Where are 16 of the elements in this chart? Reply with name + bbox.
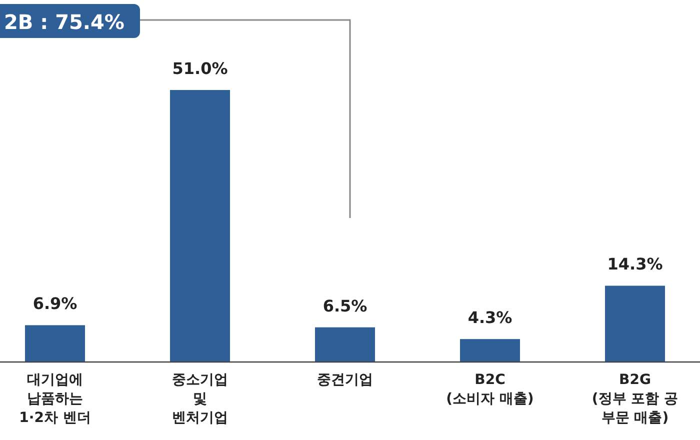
bar — [170, 90, 230, 362]
x-tick-label: B2C (소비자 매출) — [446, 372, 534, 407]
data-label: 51.0% — [172, 59, 228, 78]
bar — [605, 286, 665, 362]
data-label: 4.3% — [468, 308, 512, 328]
x-tick-label: B2G (정부 포함 공 부문 매출) — [592, 372, 678, 426]
text: 2B : 75.4% — [4, 10, 124, 34]
x-tick-label: 중견기업 — [317, 372, 373, 388]
data-label: 14.3% — [607, 254, 663, 274]
bar — [315, 327, 375, 362]
x-tick-label: 대기업에 납품하는 1·2차 벤더 — [19, 372, 91, 426]
bar — [460, 339, 520, 362]
bar — [25, 325, 85, 362]
data-label: 6.9% — [32, 294, 78, 314]
x-tick-label: 중소기업 및 벤처기업 — [172, 372, 228, 426]
data-label: 6.5% — [322, 296, 368, 316]
